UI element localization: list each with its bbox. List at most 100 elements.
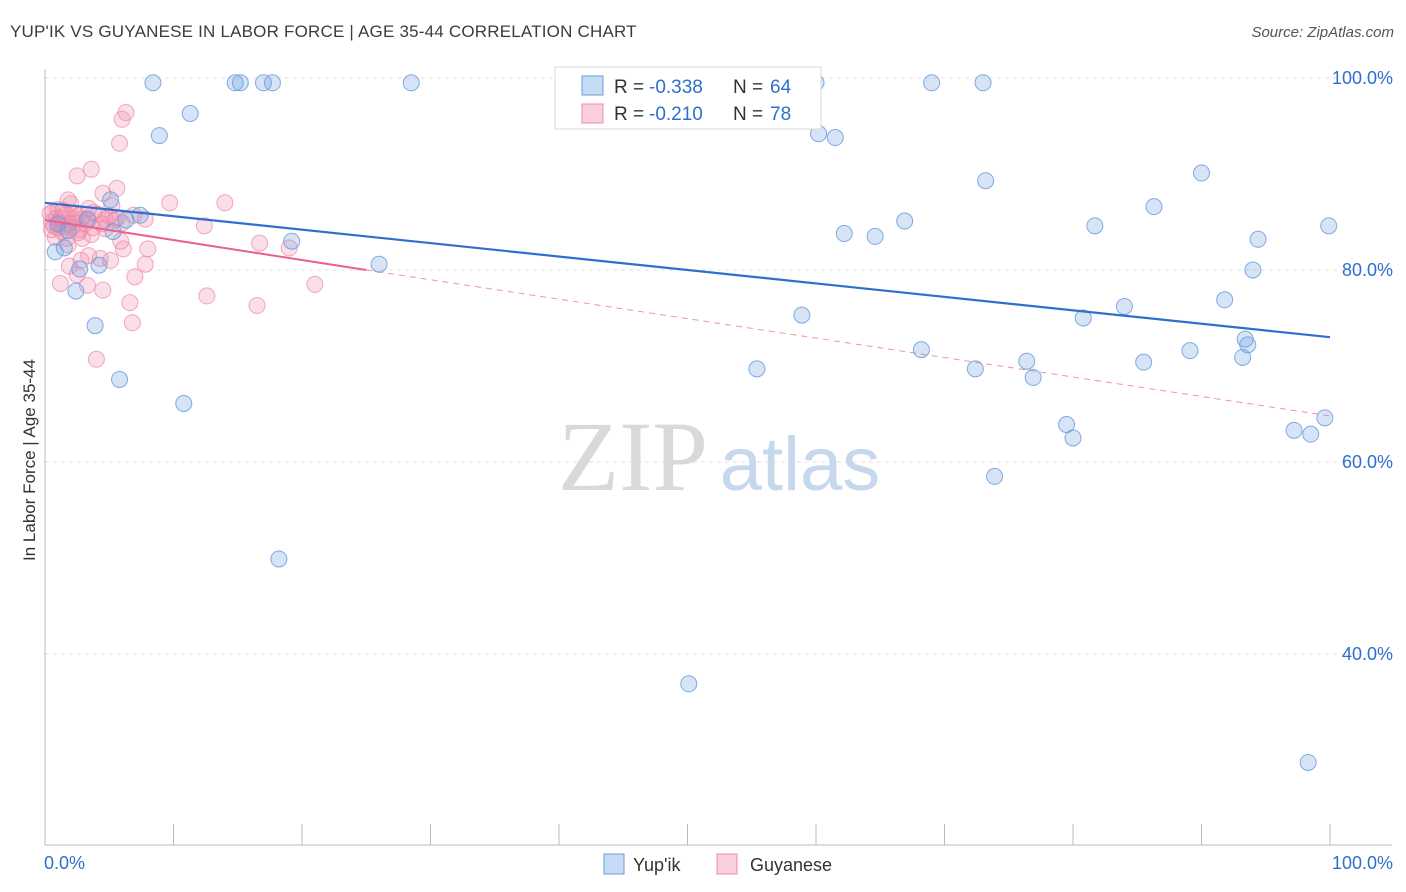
yupik-point [254,74,272,92]
yupik-point [966,360,984,378]
stats-r-label-yupik: R = [614,77,644,98]
guyanese-point [123,314,141,332]
trend-layer [44,201,1331,417]
yupik-point [1193,164,1210,182]
guyanese-point [139,240,157,258]
guyanese-point [54,201,72,219]
guyanese-point [136,255,154,273]
yupik-point [1316,409,1334,427]
guyanese-point [94,281,112,299]
yupik-point [111,370,129,388]
yupik-point [748,360,766,378]
yupik-point [1145,198,1163,216]
yupik-point [90,256,108,274]
y-axis-label: In Labor Force | Age 35-44 [20,359,39,561]
stats-r-value-yupik: -0.338 [649,77,703,98]
yupik-point [1239,336,1257,354]
guyanese-point [113,110,131,128]
guyanese-point [198,287,216,305]
yupik-point [1244,261,1262,279]
guyanese-point [161,194,179,212]
yupik-point [896,212,914,230]
stats-swatch-guyanese [581,103,604,124]
yupik-point [55,239,73,257]
yupik-point [226,74,244,92]
yupik-point [78,210,96,228]
trend-line-yupik [44,201,1331,339]
yupik-point [1074,309,1092,327]
yupik-point [1086,217,1104,235]
stats-swatch-yupik [581,75,604,96]
yupik-point [270,550,288,568]
yupik-point [1018,352,1036,370]
legend-label-guyanese[interactable]: Guyanese [750,855,832,875]
yupik-point [150,127,168,145]
stats-n-label-guyanese: N = [733,104,763,125]
yupik-point [46,243,64,261]
yupik-point [680,675,698,693]
y-tick-label: 60.0% [1342,452,1393,472]
stats-n-value-guyanese: 78 [770,104,791,125]
guyanese-point [251,234,269,252]
yupik-point [370,255,388,273]
stats-legend: R = -0.338 N = 64 R = -0.210 N = 78 [554,66,822,130]
guyanese-point [91,249,109,267]
yupik-point [1249,230,1267,248]
yupik-point [131,206,149,224]
legend-swatch-yupik[interactable] [603,853,625,875]
legend-label-yupik[interactable]: Yup'ik [633,855,681,875]
yupik-point [144,74,162,92]
guyanese-point [51,274,69,292]
y-tick-label: 100.0% [1332,68,1393,88]
guyanese-point [126,268,144,286]
yupik-point [793,306,811,324]
yupik-point [59,222,77,240]
yupik-point [974,74,992,92]
guyanese-point [280,239,298,257]
guyanese-point [49,219,67,237]
yupik-point [1115,297,1133,315]
yupik-point [231,74,249,92]
legend-swatch-guyanese[interactable] [716,853,738,875]
guyanese-point [82,160,100,178]
yupik-point [1135,353,1153,371]
yupik-point [1299,753,1317,771]
x-tick-label-min: 0.0% [44,853,85,873]
yupik-point [977,172,995,190]
guyanese-point [114,240,132,258]
trend-line-guyanese-extension [366,269,1331,417]
yupik-point [1216,291,1234,309]
yupik-point [67,282,85,300]
guyanese-point [111,134,129,152]
guyanese-point [306,275,324,293]
yupik-point [986,467,1004,485]
stats-n-label-yupik: N = [733,77,763,98]
stats-r-value-guyanese: -0.210 [649,104,703,125]
yupik-point [1320,217,1338,235]
watermark: ZIP atlas [558,401,880,512]
yupik-point [117,211,135,229]
yupik-point [1302,425,1320,443]
chart-source: Source: ZipAtlas.com [1251,24,1394,41]
yupik-point [181,105,199,123]
grid-layer [45,77,1392,655]
guyanese-point [121,294,139,312]
guyanese-point [68,167,86,185]
yupik-point [175,394,193,412]
watermark-atlas: atlas [720,422,881,507]
yupik-point [71,260,89,278]
chart-title: YUP'IK VS GUYANESE IN LABOR FORCE | AGE … [10,22,637,41]
yupik-point [1234,348,1252,366]
guyanese-point [87,350,105,368]
axis-layer: 40.0% 60.0% 80.0% 100.0% 0.0% 100.0% [44,68,1393,873]
yupik-point [1024,369,1042,387]
yupik-point [1181,342,1199,360]
yupik-point [1064,429,1082,447]
yupik-point [866,227,884,245]
bottom-legend: Yup'ik Guyanese [603,853,832,875]
y-tick-label: 80.0% [1342,260,1393,280]
y-tick-label: 40.0% [1342,644,1393,664]
stats-r-label-guyanese: R = [614,104,644,125]
watermark-zip: ZIP [558,401,708,512]
